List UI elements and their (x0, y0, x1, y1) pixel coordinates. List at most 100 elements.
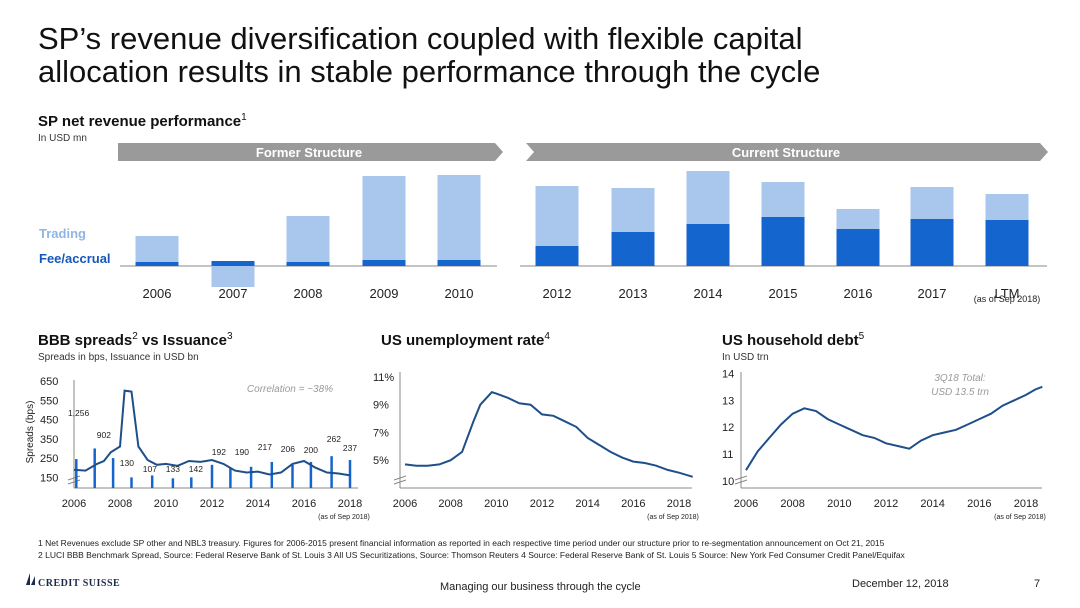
household-debt-line (745, 385, 1043, 471)
revenue-ltm-note: (as of Sep 2018) (974, 294, 1041, 304)
revenue-bar-fee (362, 260, 406, 266)
revenue-bar-trading (910, 187, 954, 219)
revenue-x-tick: LTM (994, 286, 1019, 301)
household-debt-y-tick: 14 (722, 368, 734, 380)
unemployment-y-tick: 7% (373, 427, 389, 439)
slide-title: SP’s revenue diversification coupled wit… (38, 22, 1038, 88)
slide-title-line-2: allocation results in stable performance… (38, 54, 821, 89)
revenue-bar-fee (686, 224, 730, 266)
revenue-bar-trading (135, 236, 179, 262)
revenue-bar-fee (910, 219, 954, 266)
issuance-data-label: 200 (304, 445, 318, 455)
unemployment-chart-title: US unemployment rate4 (381, 331, 550, 349)
household-debt-annotation-line-1: 3Q18 Total: (934, 373, 986, 384)
revenue-bar-fee (535, 246, 579, 266)
household-debt-y-tick: 13 (722, 395, 734, 407)
revenue-bar-trading (761, 182, 805, 217)
revenue-bar-trading (286, 216, 330, 262)
footnote-2: 2 LUCI BBB Benchmark Spread, Source: Fed… (38, 550, 905, 560)
issuance-data-label: 192 (212, 447, 226, 457)
legend-trading: Trading (39, 226, 86, 241)
spreads-chart-footnote-ref-a: 2 (132, 331, 138, 342)
revenue-bar-fee (135, 262, 179, 266)
slide-title-line-1: SP’s revenue diversification coupled wit… (38, 21, 803, 56)
unemployment-x-tick: 2018 (667, 498, 691, 510)
spreads-chart-subtitle: Spreads in bps, Issuance in USD bn (38, 352, 199, 363)
spreads-y-tick: 350 (40, 434, 58, 446)
revenue-x-tick: 2007 (219, 286, 248, 301)
issuance-data-label: 237 (343, 443, 357, 453)
household-debt-y-tick: 11 (722, 449, 733, 461)
household-debt-x-note: (as of Sep 2018) (994, 514, 1046, 521)
spreads-y-tick: 450 (40, 415, 58, 427)
issuance-data-label: 902 (97, 430, 111, 440)
revenue-bar-fee (437, 260, 481, 266)
issuance-data-label: 107 (143, 464, 157, 474)
unemployment-x-tick: 2016 (621, 498, 645, 510)
unemployment-x-note: (as of Sep 2018) (647, 514, 699, 521)
household-debt-x-tick: 2008 (780, 498, 804, 510)
spreads-chart-title-a: BBB spreads (38, 332, 133, 349)
issuance-data-label: 217 (258, 442, 272, 452)
revenue-x-tick: 2016 (844, 286, 873, 301)
revenue-x-tick: 2012 (543, 286, 572, 301)
spreads-y-axis-label: Spreads (bps) (25, 401, 36, 464)
spreads-y-tick: 150 (40, 472, 58, 484)
spreads-y-tick: 550 (40, 395, 58, 407)
issuance-data-label: 142 (189, 464, 203, 474)
revenue-bar-fee (286, 262, 330, 266)
household-debt-chart-footnote-ref: 5 (858, 331, 865, 342)
household-debt-y-tick: 10 (722, 476, 734, 488)
spreads-correlation-annotation: Correlation = ~38% (247, 384, 333, 395)
revenue-x-tick: 2008 (294, 286, 323, 301)
revenue-bar-fee (611, 232, 655, 266)
spreads-x-tick: 2016 (292, 498, 316, 510)
revenue-bar-fee (211, 261, 255, 266)
unemployment-x-tick: 2010 (484, 498, 508, 510)
spreads-x-note: (as of Sep 2018) (318, 514, 370, 521)
spreads-chart-title-b: vs Issuance (137, 332, 227, 349)
unemployment-axis-break-icon (393, 475, 407, 485)
unemployment-chart-footnote-ref: 4 (544, 331, 550, 342)
revenue-x-tick: 2006 (143, 286, 172, 301)
household-debt-chart-subtitle: In USD trn (722, 352, 769, 363)
household-debt-x-tick: 2006 (734, 498, 758, 510)
spreads-x-tick: 2012 (200, 498, 224, 510)
revenue-bar-trading (362, 176, 406, 260)
spreads-x-tick: 2010 (154, 498, 178, 510)
legend-fee-accrual: Fee/accrual (39, 251, 111, 266)
revenue-bar-trading (437, 175, 481, 260)
revenue-chart-title: SP net revenue performance1 (38, 112, 247, 130)
revenue-bar-trading (985, 194, 1029, 220)
page-number: 7 (1034, 578, 1041, 590)
unemployment-y-tick: 11% (373, 372, 394, 384)
footer-date: December 12, 2018 (852, 578, 949, 590)
spreads-line (73, 389, 351, 477)
unemployment-line (404, 391, 693, 478)
revenue-x-tick: 2015 (769, 286, 798, 301)
issuance-data-label: 262 (327, 434, 341, 444)
unemployment-x-tick: 2006 (393, 498, 417, 510)
spreads-x-tick: 2008 (108, 498, 132, 510)
household-debt-axis-break-icon (734, 475, 748, 485)
revenue-chart-title-text: SP net revenue performance (38, 113, 242, 130)
household-debt-y-tick: 12 (722, 422, 734, 434)
current-structure-arrow (526, 143, 1048, 161)
unemployment-x-tick: 2014 (575, 498, 599, 510)
issuance-data-label: 190 (235, 447, 249, 457)
unemployment-chart-title-text: US unemployment rate (381, 332, 545, 349)
revenue-x-tick: 2009 (370, 286, 399, 301)
spreads-x-tick: 2006 (62, 498, 86, 510)
revenue-bar-fee (761, 217, 805, 266)
unemployment-y-tick: 5% (373, 455, 389, 467)
spreads-y-tick: 650 (40, 376, 58, 388)
unemployment-x-tick: 2012 (530, 498, 554, 510)
unemployment-x-tick: 2008 (438, 498, 462, 510)
unemployment-y-tick: 9% (373, 400, 389, 412)
spreads-chart-title: BBB spreads2 vs Issuance3 (38, 331, 233, 349)
credit-suisse-sails-icon (26, 573, 35, 585)
issuance-data-label: 1,256 (68, 408, 90, 418)
revenue-bar-fee (836, 229, 880, 266)
former-structure-arrow (118, 143, 503, 161)
